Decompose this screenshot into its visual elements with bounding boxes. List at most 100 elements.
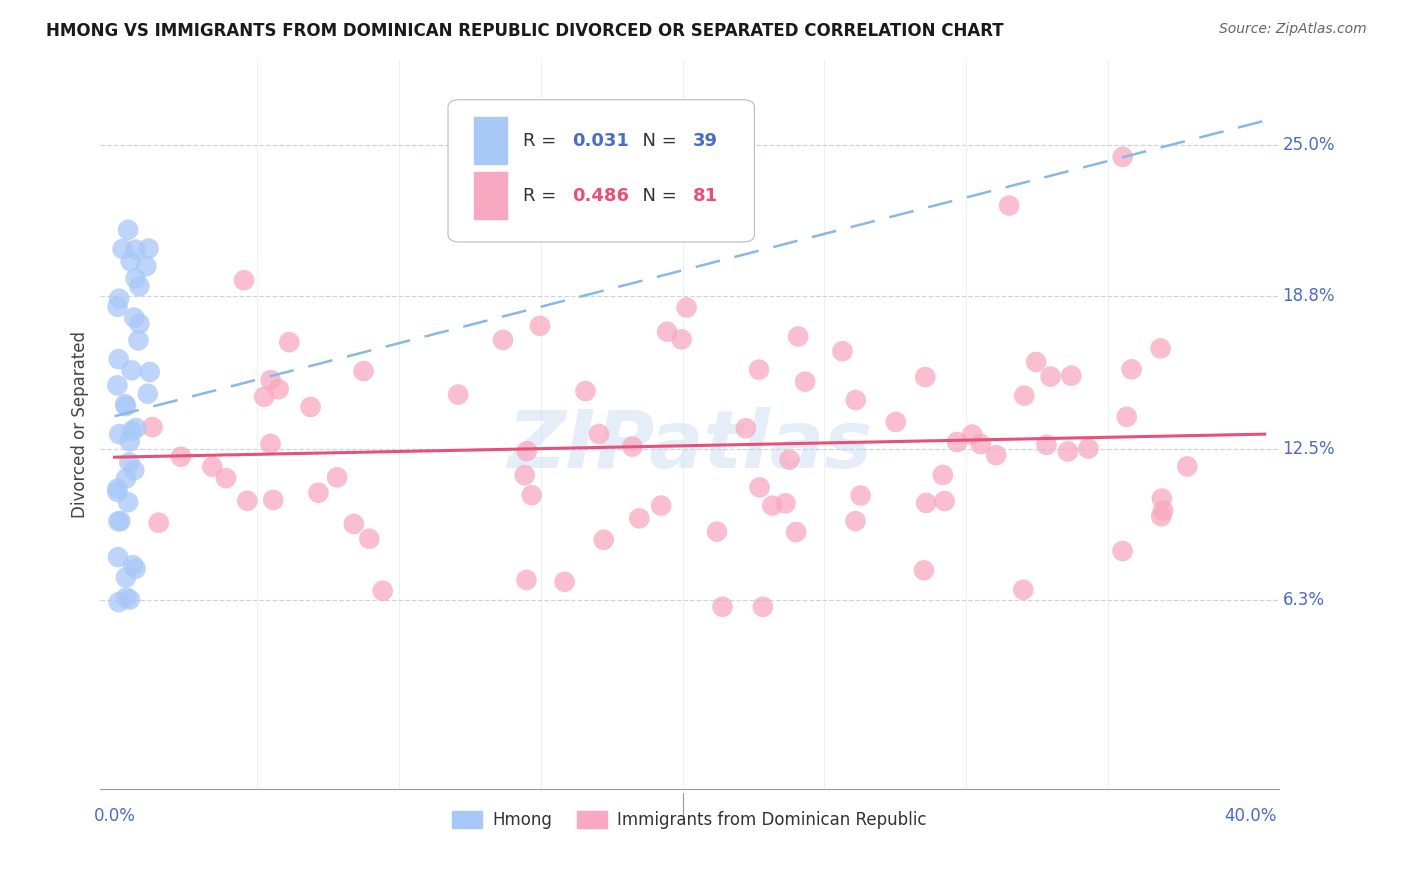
Point — [124, 562, 146, 576]
Point — [628, 511, 651, 525]
Point — [752, 599, 775, 614]
Point — [657, 325, 679, 339]
Point — [115, 591, 138, 605]
Point — [371, 583, 394, 598]
Point — [111, 242, 134, 256]
Point — [128, 279, 150, 293]
Point — [1025, 355, 1047, 369]
Point — [253, 390, 276, 404]
Point — [107, 550, 129, 565]
Point — [233, 273, 256, 287]
Text: R =: R = — [523, 132, 562, 150]
Text: 25.0%: 25.0% — [1282, 136, 1334, 153]
Text: N =: N = — [631, 132, 682, 150]
Point — [299, 400, 322, 414]
Point — [529, 318, 551, 333]
Point — [343, 516, 366, 531]
Point — [516, 444, 538, 458]
Text: 39: 39 — [693, 132, 718, 150]
Point — [787, 329, 810, 343]
Point — [515, 573, 537, 587]
Point — [775, 496, 797, 510]
Point — [520, 488, 543, 502]
Legend: Hmong, Immigrants from Dominican Republic: Hmong, Immigrants from Dominican Republi… — [446, 804, 934, 836]
Point — [1077, 442, 1099, 456]
Point — [998, 198, 1021, 212]
Point — [1035, 438, 1057, 452]
Point — [115, 571, 138, 585]
Text: R =: R = — [523, 186, 562, 204]
Point — [1012, 582, 1035, 597]
Point — [779, 452, 801, 467]
Point — [114, 397, 136, 411]
FancyBboxPatch shape — [449, 100, 755, 242]
Point — [711, 599, 734, 614]
Text: Source: ZipAtlas.com: Source: ZipAtlas.com — [1219, 22, 1367, 37]
Point — [831, 344, 853, 359]
Point — [1175, 459, 1198, 474]
Point — [960, 427, 983, 442]
Text: 12.5%: 12.5% — [1282, 440, 1336, 458]
Point — [849, 488, 872, 502]
Point — [588, 427, 610, 442]
Point — [932, 467, 955, 482]
Point — [121, 363, 143, 377]
Point — [492, 333, 515, 347]
Point — [148, 516, 170, 530]
Point — [513, 468, 536, 483]
Point — [215, 471, 238, 485]
Point — [267, 382, 290, 396]
Point — [117, 223, 139, 237]
Text: 81: 81 — [693, 186, 718, 204]
Point — [1111, 544, 1133, 558]
Point — [139, 365, 162, 379]
Text: ZIPatlas: ZIPatlas — [508, 408, 872, 485]
Point — [845, 392, 868, 407]
Point — [359, 532, 381, 546]
Point — [135, 259, 157, 273]
Point — [326, 470, 349, 484]
Point — [107, 300, 129, 314]
Point — [118, 455, 141, 469]
Point — [946, 434, 969, 449]
Point — [844, 514, 866, 528]
Point — [117, 495, 139, 509]
Point — [1152, 504, 1174, 518]
Point — [1150, 491, 1173, 506]
Text: 0.0%: 0.0% — [94, 807, 135, 825]
Point — [884, 415, 907, 429]
Point — [554, 574, 576, 589]
Point — [105, 484, 128, 499]
Point — [748, 480, 770, 494]
Point — [120, 254, 142, 268]
Point — [970, 437, 993, 451]
Point — [121, 424, 143, 438]
Point — [236, 493, 259, 508]
Point — [108, 427, 131, 442]
Point — [110, 514, 132, 528]
Point — [785, 524, 807, 539]
Point — [671, 332, 693, 346]
Point — [353, 364, 375, 378]
Point — [105, 482, 128, 496]
Point — [1115, 409, 1137, 424]
Bar — [474, 172, 508, 219]
Point — [592, 533, 614, 547]
Point — [915, 496, 938, 510]
Point — [107, 352, 129, 367]
Point — [912, 563, 935, 577]
Point — [105, 378, 128, 392]
Point — [1060, 368, 1083, 383]
Point — [122, 463, 145, 477]
Point — [136, 386, 159, 401]
Point — [107, 514, 129, 528]
Point — [259, 437, 281, 451]
Point — [1121, 362, 1143, 376]
Point — [574, 384, 596, 398]
Point — [278, 335, 301, 350]
Text: N =: N = — [631, 186, 682, 204]
Point — [170, 450, 193, 464]
Text: 18.8%: 18.8% — [1282, 286, 1334, 304]
Point — [141, 420, 163, 434]
Point — [984, 448, 1007, 462]
